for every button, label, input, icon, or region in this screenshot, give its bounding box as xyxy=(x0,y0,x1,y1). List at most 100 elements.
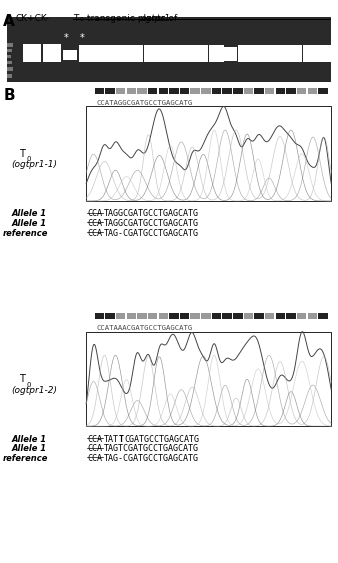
Bar xyxy=(265,313,274,319)
Bar xyxy=(275,88,285,94)
Bar xyxy=(244,88,253,94)
Text: reference: reference xyxy=(3,229,48,238)
Bar xyxy=(254,313,264,319)
Bar xyxy=(111,45,127,62)
Bar xyxy=(169,313,178,319)
Bar xyxy=(7,43,13,47)
Text: Allele 1: Allele 1 xyxy=(12,435,47,444)
Bar xyxy=(297,88,306,94)
Bar xyxy=(275,313,285,319)
Bar xyxy=(297,313,306,319)
Bar xyxy=(222,88,232,94)
Bar xyxy=(212,313,221,319)
Text: 0: 0 xyxy=(26,382,30,387)
Bar xyxy=(270,45,286,62)
Bar xyxy=(7,74,12,78)
Text: CCA: CCA xyxy=(87,229,102,238)
Text: TAGTCGATGCCTGAGCATG: TAGTCGATGCCTGAGCATG xyxy=(103,444,198,453)
Bar xyxy=(190,313,200,319)
Bar xyxy=(7,61,12,64)
Bar xyxy=(201,313,211,319)
Text: CCATAAACGATGCCTGAGCATG: CCATAAACGATGCCTGAGCATG xyxy=(96,325,193,332)
Bar xyxy=(86,332,331,426)
Text: Allele 1: Allele 1 xyxy=(12,219,47,228)
Bar xyxy=(265,88,274,94)
Bar xyxy=(222,313,232,319)
Bar xyxy=(23,44,41,62)
Bar xyxy=(105,88,115,94)
Bar xyxy=(286,45,302,62)
Text: (ogtpr1-1): (ogtpr1-1) xyxy=(11,160,57,169)
Text: transgenic plants of: transgenic plants of xyxy=(84,14,180,23)
Bar xyxy=(86,106,331,201)
Bar xyxy=(169,88,178,94)
Text: T: T xyxy=(19,149,24,159)
Bar xyxy=(7,67,13,71)
Bar xyxy=(209,45,224,62)
Text: Allele 1: Allele 1 xyxy=(12,209,47,218)
Bar xyxy=(190,88,200,94)
Bar xyxy=(126,88,136,94)
Bar xyxy=(176,45,192,62)
Bar xyxy=(233,313,242,319)
Text: Allele 1: Allele 1 xyxy=(12,444,47,453)
Bar xyxy=(63,50,77,60)
Text: TAGGCGATGCCTGAGCATG: TAGGCGATGCCTGAGCATG xyxy=(103,209,198,218)
Text: T: T xyxy=(19,374,24,384)
Bar xyxy=(318,313,328,319)
Bar xyxy=(7,49,12,52)
Bar xyxy=(7,17,331,82)
Text: CK+CK-: CK+CK- xyxy=(15,14,49,23)
Text: *: * xyxy=(64,33,68,43)
Text: CCA: CCA xyxy=(87,454,102,463)
Bar xyxy=(238,45,254,62)
Bar xyxy=(180,88,189,94)
Bar xyxy=(160,45,176,62)
Bar xyxy=(254,88,264,94)
Text: TAT: TAT xyxy=(103,435,118,444)
Bar xyxy=(286,313,296,319)
Text: *: * xyxy=(80,33,84,43)
Bar xyxy=(308,313,317,319)
Text: TAG-CGATGCCTGAGCATG: TAG-CGATGCCTGAGCATG xyxy=(103,454,198,463)
Bar xyxy=(286,88,296,94)
Bar xyxy=(79,45,95,62)
Bar xyxy=(95,313,104,319)
Bar xyxy=(148,313,157,319)
Text: 0: 0 xyxy=(79,17,83,23)
Bar xyxy=(223,47,237,61)
Bar xyxy=(105,313,115,319)
Text: TAG-CGATGCCTGAGCATG: TAG-CGATGCCTGAGCATG xyxy=(103,229,198,238)
Bar xyxy=(201,88,211,94)
Text: TAGGCGATGCCTGAGCATG: TAGGCGATGCCTGAGCATG xyxy=(103,219,198,228)
Text: CCA: CCA xyxy=(87,209,102,218)
Bar xyxy=(95,88,104,94)
Bar xyxy=(244,313,253,319)
Bar xyxy=(318,45,332,62)
Text: CCA: CCA xyxy=(87,444,102,453)
Bar xyxy=(43,44,61,62)
Text: CCA: CCA xyxy=(87,435,102,444)
Text: B: B xyxy=(3,88,15,104)
Text: (ogtpr1-2): (ogtpr1-2) xyxy=(11,386,57,395)
Text: A: A xyxy=(3,14,15,29)
Text: T: T xyxy=(119,435,124,444)
Bar xyxy=(127,45,143,62)
Bar xyxy=(159,313,168,319)
Bar xyxy=(254,45,270,62)
Text: ogtpr1: ogtpr1 xyxy=(140,14,170,23)
Text: 0: 0 xyxy=(26,157,30,162)
Bar xyxy=(212,88,221,94)
Bar xyxy=(126,313,136,319)
Bar xyxy=(116,313,125,319)
Bar xyxy=(7,55,11,58)
Text: reference: reference xyxy=(3,454,48,463)
Bar xyxy=(318,88,328,94)
Text: CCATAGGCGATGCCTGAGCATG: CCATAGGCGATGCCTGAGCATG xyxy=(96,100,193,106)
Bar xyxy=(308,88,317,94)
Bar xyxy=(303,45,318,62)
Bar xyxy=(192,45,208,62)
Text: T: T xyxy=(73,14,78,23)
Text: CGATGCCTGAGCATG: CGATGCCTGAGCATG xyxy=(124,435,199,444)
Bar xyxy=(148,88,157,94)
